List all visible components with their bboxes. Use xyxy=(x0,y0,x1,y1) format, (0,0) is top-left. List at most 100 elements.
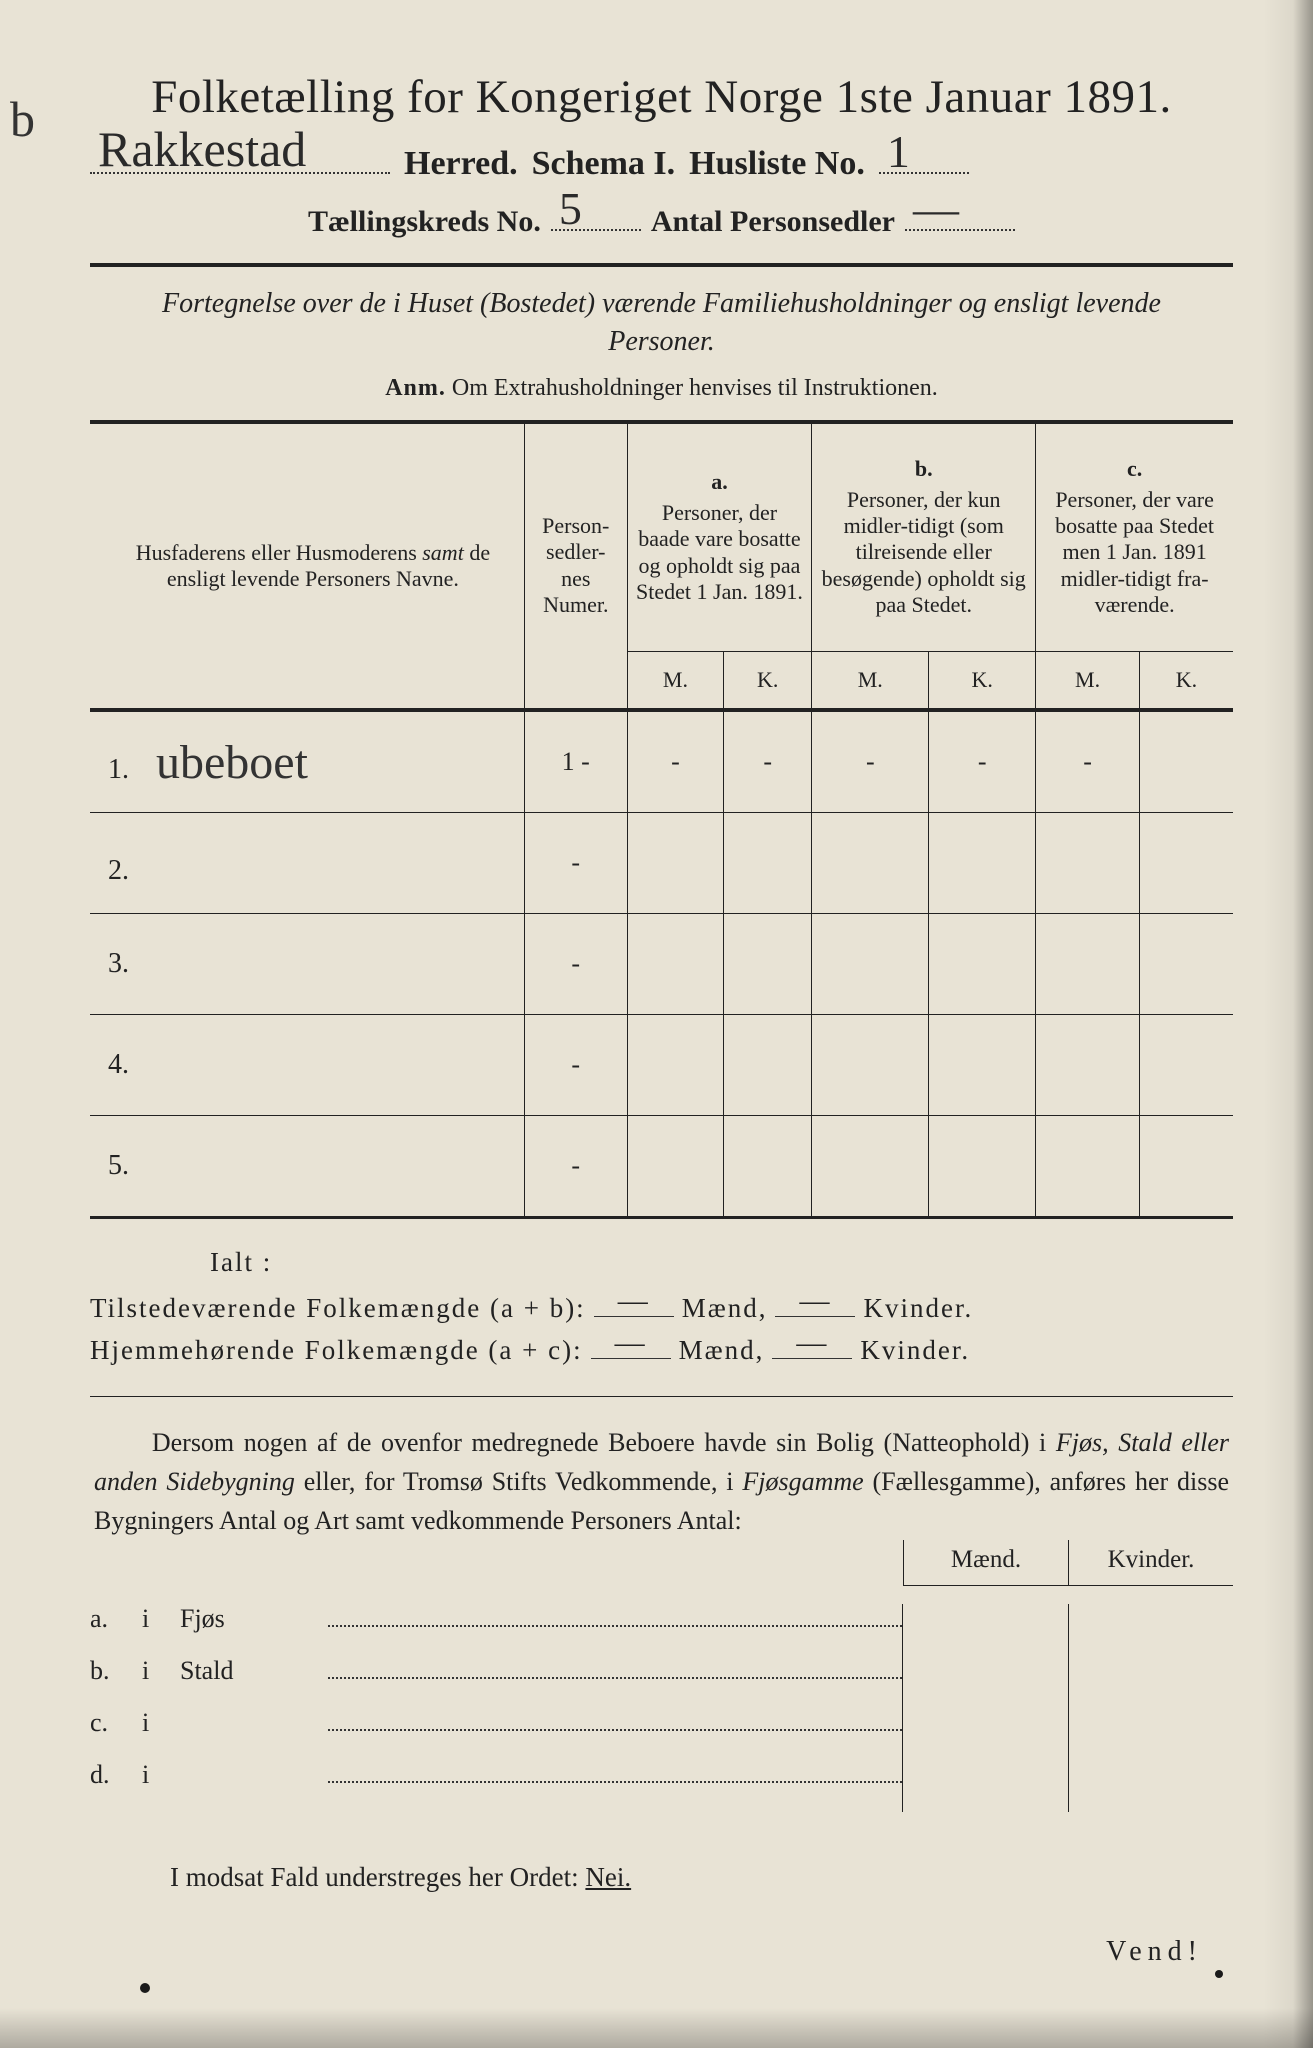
cell-am: - xyxy=(627,710,723,813)
page-title: Folketælling for Kongeriget Norge 1ste J… xyxy=(90,70,1233,124)
dotted-line xyxy=(328,1607,902,1627)
sub-row: b. i Stald xyxy=(90,1656,902,1708)
col-c-m: M. xyxy=(1036,652,1140,711)
nei-word: Nei. xyxy=(585,1862,631,1892)
cell-ak xyxy=(724,1116,812,1218)
sub-head-m: Mænd. xyxy=(903,1540,1068,1586)
cell-bk xyxy=(929,1015,1036,1116)
antal-label: Antal Personsedler xyxy=(651,205,895,239)
cell-ak: - xyxy=(724,710,812,813)
col-b-k: K. xyxy=(929,652,1036,711)
summary-k2-field: — xyxy=(772,1334,852,1359)
maend-label: Mænd, xyxy=(679,1335,765,1366)
summary-label-2: Hjemmehørende Folkemængde (a + c): xyxy=(90,1335,583,1366)
cell-am xyxy=(627,1015,723,1116)
cell-num: 1 - xyxy=(524,710,627,813)
header-line-kreds: Tællingskreds No. 5 Antal Personsedler — xyxy=(90,193,1233,239)
col-names: Husfaderens eller Husmoderens samt de en… xyxy=(90,422,524,711)
summary-row-home: Hjemmehørende Folkemængde (a + c): — Mæn… xyxy=(90,1334,1233,1366)
instruction-paragraph: Dersom nogen af de ovenfor medregnede Be… xyxy=(94,1423,1229,1540)
husliste-field: 1 xyxy=(879,132,969,174)
summary-label-1: Tilstedeværende Folkemængde (a + b): xyxy=(90,1293,586,1324)
vend-label: Vend! xyxy=(1106,1936,1203,1968)
cell-cm xyxy=(1036,1116,1140,1218)
sub-row: a. i Fjøs xyxy=(90,1604,902,1656)
dotted-line xyxy=(328,1711,902,1731)
husliste-value: 1 xyxy=(887,125,910,178)
kreds-field: 5 xyxy=(551,193,641,231)
col-nummer: Person- sedler- nes Numer. xyxy=(524,422,627,711)
row-idx: 5. xyxy=(108,1150,144,1182)
summary-m2-field: — xyxy=(591,1334,671,1359)
col-b: b. Personer, der kun midler-tidigt (som … xyxy=(812,422,1036,652)
kvinder-label: Kvinder. xyxy=(860,1335,970,1366)
intro-text: Fortegnelse over de i Huset (Bostedet) v… xyxy=(120,285,1203,361)
cell-bm xyxy=(812,813,929,914)
summary-block: Ialt : Tilstedeværende Folkemængde (a + … xyxy=(90,1247,1233,1366)
kreds-label: Tællingskreds No. xyxy=(308,205,541,239)
cell-ck xyxy=(1139,710,1233,813)
header-line-herred: Rakkestad Herred. Schema I. Husliste No.… xyxy=(90,132,1233,183)
spacer xyxy=(90,1540,903,1586)
col-a: a. Personer, der baade vare bosatte og o… xyxy=(627,422,812,652)
cell-num: - xyxy=(524,813,627,914)
sub-table: Mænd. Kvinder. a. i Fjøs b. i Stald xyxy=(90,1540,1233,1812)
cell-bm xyxy=(812,914,929,1015)
dotted-line xyxy=(328,1763,902,1783)
cell-bk xyxy=(929,813,1036,914)
table-row: 3. - xyxy=(90,914,1233,1015)
col-b-m: M. xyxy=(812,652,929,711)
cell-num: - xyxy=(524,1015,627,1116)
ink-speck xyxy=(140,1983,150,1993)
maend-label: Mænd, xyxy=(682,1293,768,1324)
cell-am xyxy=(627,914,723,1015)
schema-label: Schema I. xyxy=(532,145,676,183)
row-name: ubeboet xyxy=(144,736,308,789)
row-idx: 3. xyxy=(108,948,144,980)
nei-line: I modsat Fald understreges her Ordet: Ne… xyxy=(170,1862,1233,1893)
herred-value: Rakkestad xyxy=(98,120,306,178)
cell-ck xyxy=(1139,1015,1233,1116)
sub-col-k xyxy=(1069,1604,1234,1812)
kvinder-label: Kvinder. xyxy=(863,1293,973,1324)
sub-row: d. i xyxy=(90,1760,902,1812)
cell-bk xyxy=(929,1116,1036,1218)
row-idx: 1. xyxy=(108,754,144,786)
cell-ak xyxy=(724,914,812,1015)
sub-header-row: Mænd. Kvinder. xyxy=(90,1540,1233,1586)
cell-bk xyxy=(929,914,1036,1015)
sub-row: c. i xyxy=(90,1708,902,1760)
antal-value: — xyxy=(913,182,959,235)
cell-ck xyxy=(1139,1116,1233,1218)
anm-note: Anm. Om Extrahusholdninger henvises til … xyxy=(90,375,1233,402)
divider-thick xyxy=(90,263,1233,267)
summary-m1-field: — xyxy=(594,1292,674,1317)
table-row: 4. - xyxy=(90,1015,1233,1116)
col-c: c. Personer, der vare bosatte paa Stedet… xyxy=(1036,422,1233,652)
anm-rest: Om Extrahusholdninger henvises til Instr… xyxy=(452,375,938,401)
cell-cm xyxy=(1036,1015,1140,1116)
kreds-value: 5 xyxy=(559,182,582,235)
cell-bm: - xyxy=(812,710,929,813)
table-row: 2. - xyxy=(90,813,1233,914)
ink-speck xyxy=(1215,1970,1223,1978)
cell-am xyxy=(627,813,723,914)
col-c-k: K. xyxy=(1139,652,1233,711)
divider-thin xyxy=(90,1396,1233,1397)
cell-cm xyxy=(1036,813,1140,914)
cell-ck xyxy=(1139,813,1233,914)
sub-col-m xyxy=(903,1604,1069,1812)
herred-label: Herred. xyxy=(404,145,518,183)
cell-num: - xyxy=(524,914,627,1015)
page-bottom-shadow xyxy=(0,2008,1313,2048)
cell-am xyxy=(627,1116,723,1218)
col-a-m: M. xyxy=(627,652,723,711)
table-row: 1.ubeboet 1 - - - - - - xyxy=(90,710,1233,813)
antal-field: — xyxy=(905,193,1015,231)
row-name xyxy=(144,837,156,890)
census-form-page: b Folketælling for Kongeriget Norge 1ste… xyxy=(0,0,1313,2048)
row-idx: 4. xyxy=(108,1049,144,1081)
cell-ck xyxy=(1139,914,1233,1015)
table-row: 5. - xyxy=(90,1116,1233,1218)
cell-num: - xyxy=(524,1116,627,1218)
